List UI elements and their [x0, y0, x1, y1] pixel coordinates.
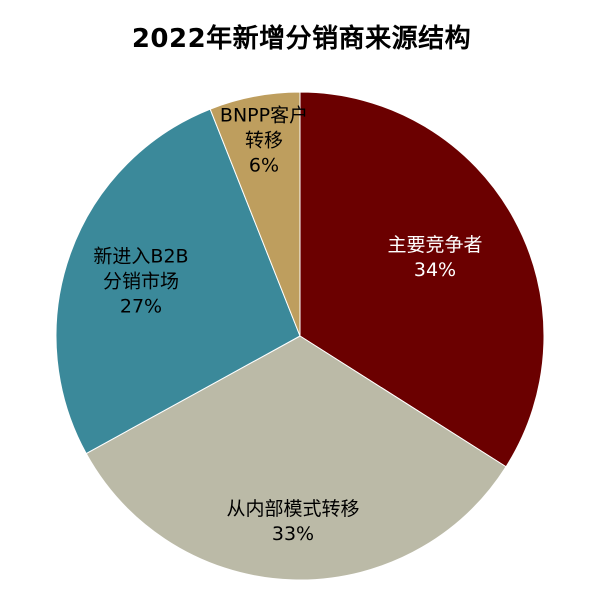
pie-slice-2	[55, 108, 301, 455]
slice-name-3-line-1: 转移	[245, 130, 283, 152]
slice-label-2: 新进入B2B 分销市场 27%	[93, 246, 188, 318]
slice-name-3-line-0: BNPP客户	[220, 105, 308, 127]
pie-slice-1	[85, 335, 507, 581]
slice-name-1-line-0: 从内部模式转移	[226, 498, 359, 520]
slice-label-3: BNPP客户转移 6%	[220, 105, 308, 177]
slice-label-1: 从内部模式转移 33%	[226, 498, 359, 545]
slice-percent-1: 33%	[272, 523, 314, 545]
slice-percent-2: 27%	[120, 296, 162, 318]
pie-slice-3	[209, 91, 301, 337]
slice-percent-3: 6%	[249, 155, 279, 177]
slice-percent-0: 34%	[414, 259, 456, 281]
chart-title: 2022年新增分销商来源结构	[131, 24, 472, 54]
slice-label-0: 主要竞争者 34%	[387, 234, 482, 281]
slice-name-0-line-0: 主要竞争者	[387, 234, 482, 256]
slice-name-2-line-1: 分销市场	[103, 271, 179, 293]
slice-name-2-line-0: 新进入B2B	[93, 246, 188, 268]
pie-slice-0	[299, 91, 545, 468]
